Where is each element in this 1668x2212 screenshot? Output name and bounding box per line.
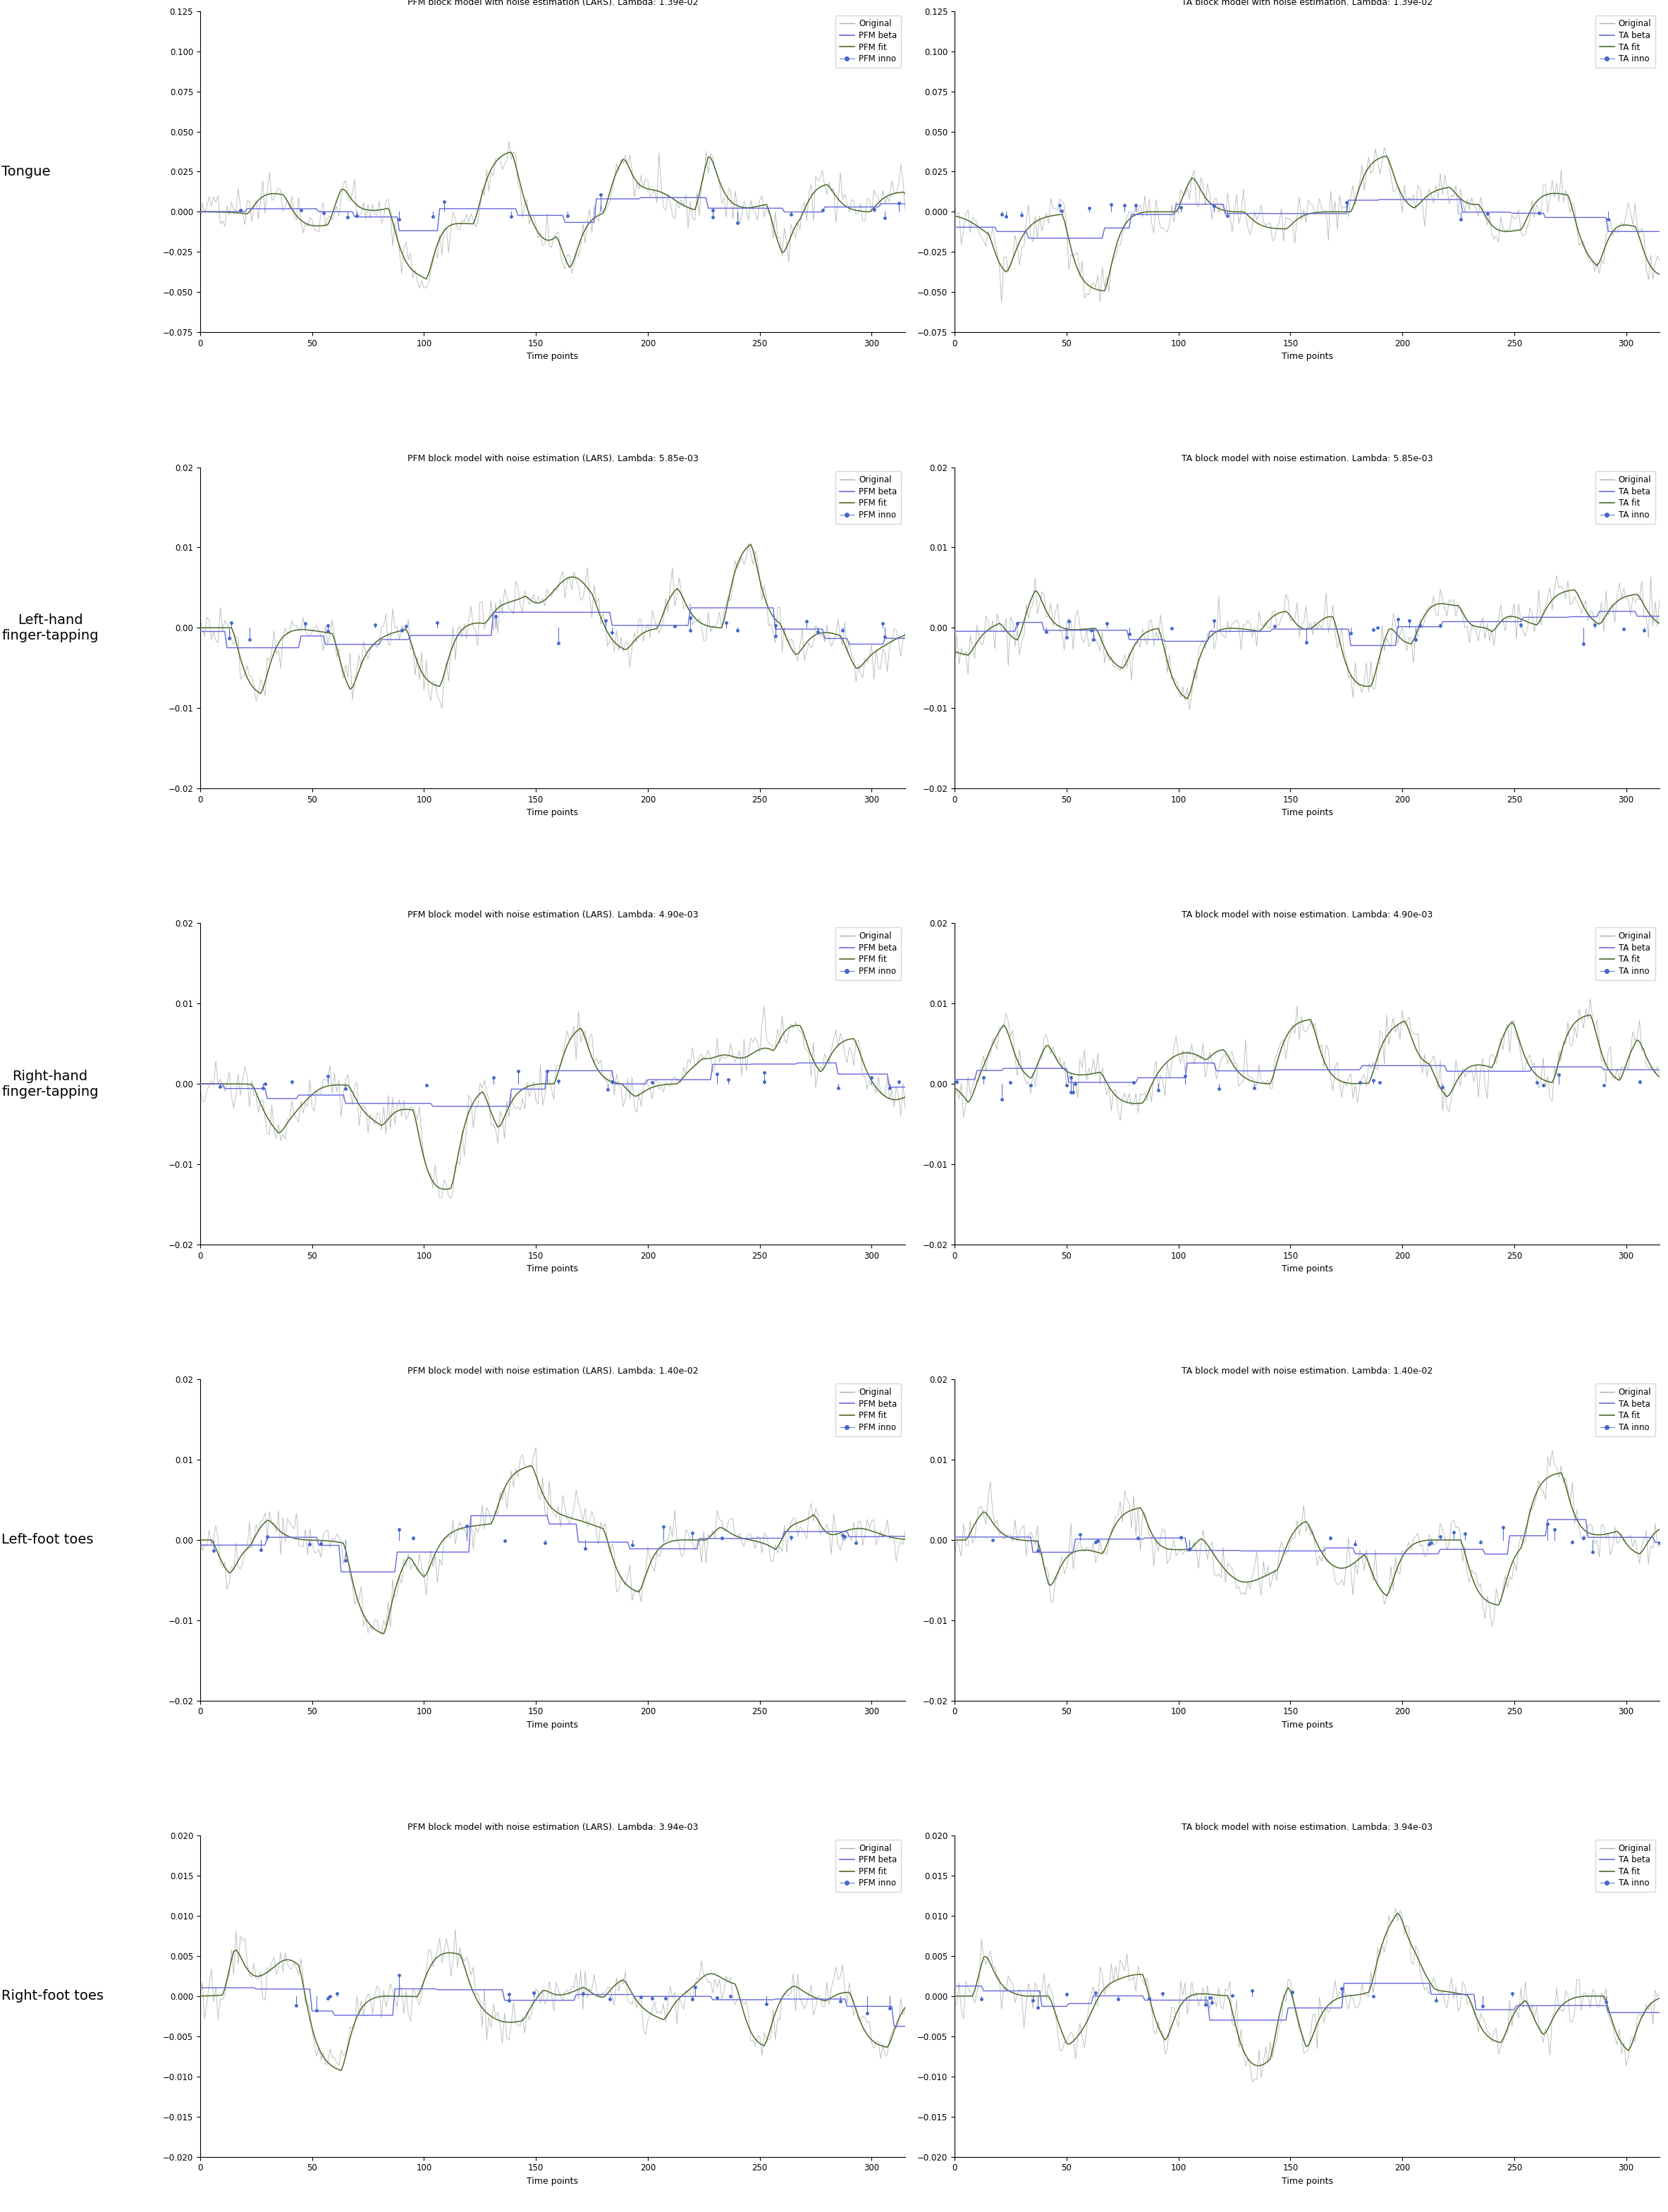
Title: TA block model with noise estimation. Lambda: 5.85e-03: TA block model with noise estimation. La… xyxy=(1181,453,1433,462)
Title: PFM block model with noise estimation (LARS). Lambda: 4.90e-03: PFM block model with noise estimation (L… xyxy=(407,911,699,920)
Title: TA block model with noise estimation. Lambda: 4.90e-03: TA block model with noise estimation. La… xyxy=(1181,911,1433,920)
Legend: Original, PFM beta, PFM fit, PFM inno: Original, PFM beta, PFM fit, PFM inno xyxy=(836,1840,901,1891)
Legend: Original, PFM beta, PFM fit, PFM inno: Original, PFM beta, PFM fit, PFM inno xyxy=(836,471,901,524)
Title: PFM block model with noise estimation (LARS). Lambda: 3.94e-03: PFM block model with noise estimation (L… xyxy=(407,1823,699,1832)
Text: Right-hand
finger-tapping: Right-hand finger-tapping xyxy=(2,1068,98,1099)
Legend: Original, TA beta, TA fit, TA inno: Original, TA beta, TA fit, TA inno xyxy=(1595,927,1656,980)
X-axis label: Time points: Time points xyxy=(527,2177,579,2185)
X-axis label: Time points: Time points xyxy=(527,807,579,818)
Title: TA block model with noise estimation. Lambda: 1.40e-02: TA block model with noise estimation. La… xyxy=(1181,1367,1433,1376)
X-axis label: Time points: Time points xyxy=(1281,352,1333,361)
Legend: Original, TA beta, TA fit, TA inno: Original, TA beta, TA fit, TA inno xyxy=(1595,1840,1656,1891)
Legend: Original, TA beta, TA fit, TA inno: Original, TA beta, TA fit, TA inno xyxy=(1595,15,1656,69)
Title: TA block model with noise estimation. Lambda: 1.39e-02: TA block model with noise estimation. La… xyxy=(1181,0,1433,7)
Title: PFM block model with noise estimation (LARS). Lambda: 5.85e-03: PFM block model with noise estimation (L… xyxy=(407,453,699,462)
Text: Left-hand
finger-tapping: Left-hand finger-tapping xyxy=(2,613,98,641)
Legend: Original, PFM beta, PFM fit, PFM inno: Original, PFM beta, PFM fit, PFM inno xyxy=(836,1382,901,1436)
Legend: Original, PFM beta, PFM fit, PFM inno: Original, PFM beta, PFM fit, PFM inno xyxy=(836,15,901,69)
X-axis label: Time points: Time points xyxy=(1281,2177,1333,2185)
Text: Right-foot toes: Right-foot toes xyxy=(2,1989,103,2002)
X-axis label: Time points: Time points xyxy=(527,1265,579,1274)
Title: PFM block model with noise estimation (LARS). Lambda: 1.40e-02: PFM block model with noise estimation (L… xyxy=(407,1367,699,1376)
Text: Left-foot toes: Left-foot toes xyxy=(2,1533,93,1546)
X-axis label: Time points: Time points xyxy=(527,352,579,361)
X-axis label: Time points: Time points xyxy=(1281,1721,1333,1730)
Text: Tongue: Tongue xyxy=(2,166,50,179)
Legend: Original, TA beta, TA fit, TA inno: Original, TA beta, TA fit, TA inno xyxy=(1595,471,1656,524)
X-axis label: Time points: Time points xyxy=(527,1721,579,1730)
X-axis label: Time points: Time points xyxy=(1281,807,1333,818)
Title: PFM block model with noise estimation (LARS). Lambda: 1.39e-02: PFM block model with noise estimation (L… xyxy=(407,0,699,7)
X-axis label: Time points: Time points xyxy=(1281,1265,1333,1274)
Legend: Original, TA beta, TA fit, TA inno: Original, TA beta, TA fit, TA inno xyxy=(1595,1382,1656,1436)
Title: TA block model with noise estimation. Lambda: 3.94e-03: TA block model with noise estimation. La… xyxy=(1181,1823,1433,1832)
Legend: Original, PFM beta, PFM fit, PFM inno: Original, PFM beta, PFM fit, PFM inno xyxy=(836,927,901,980)
